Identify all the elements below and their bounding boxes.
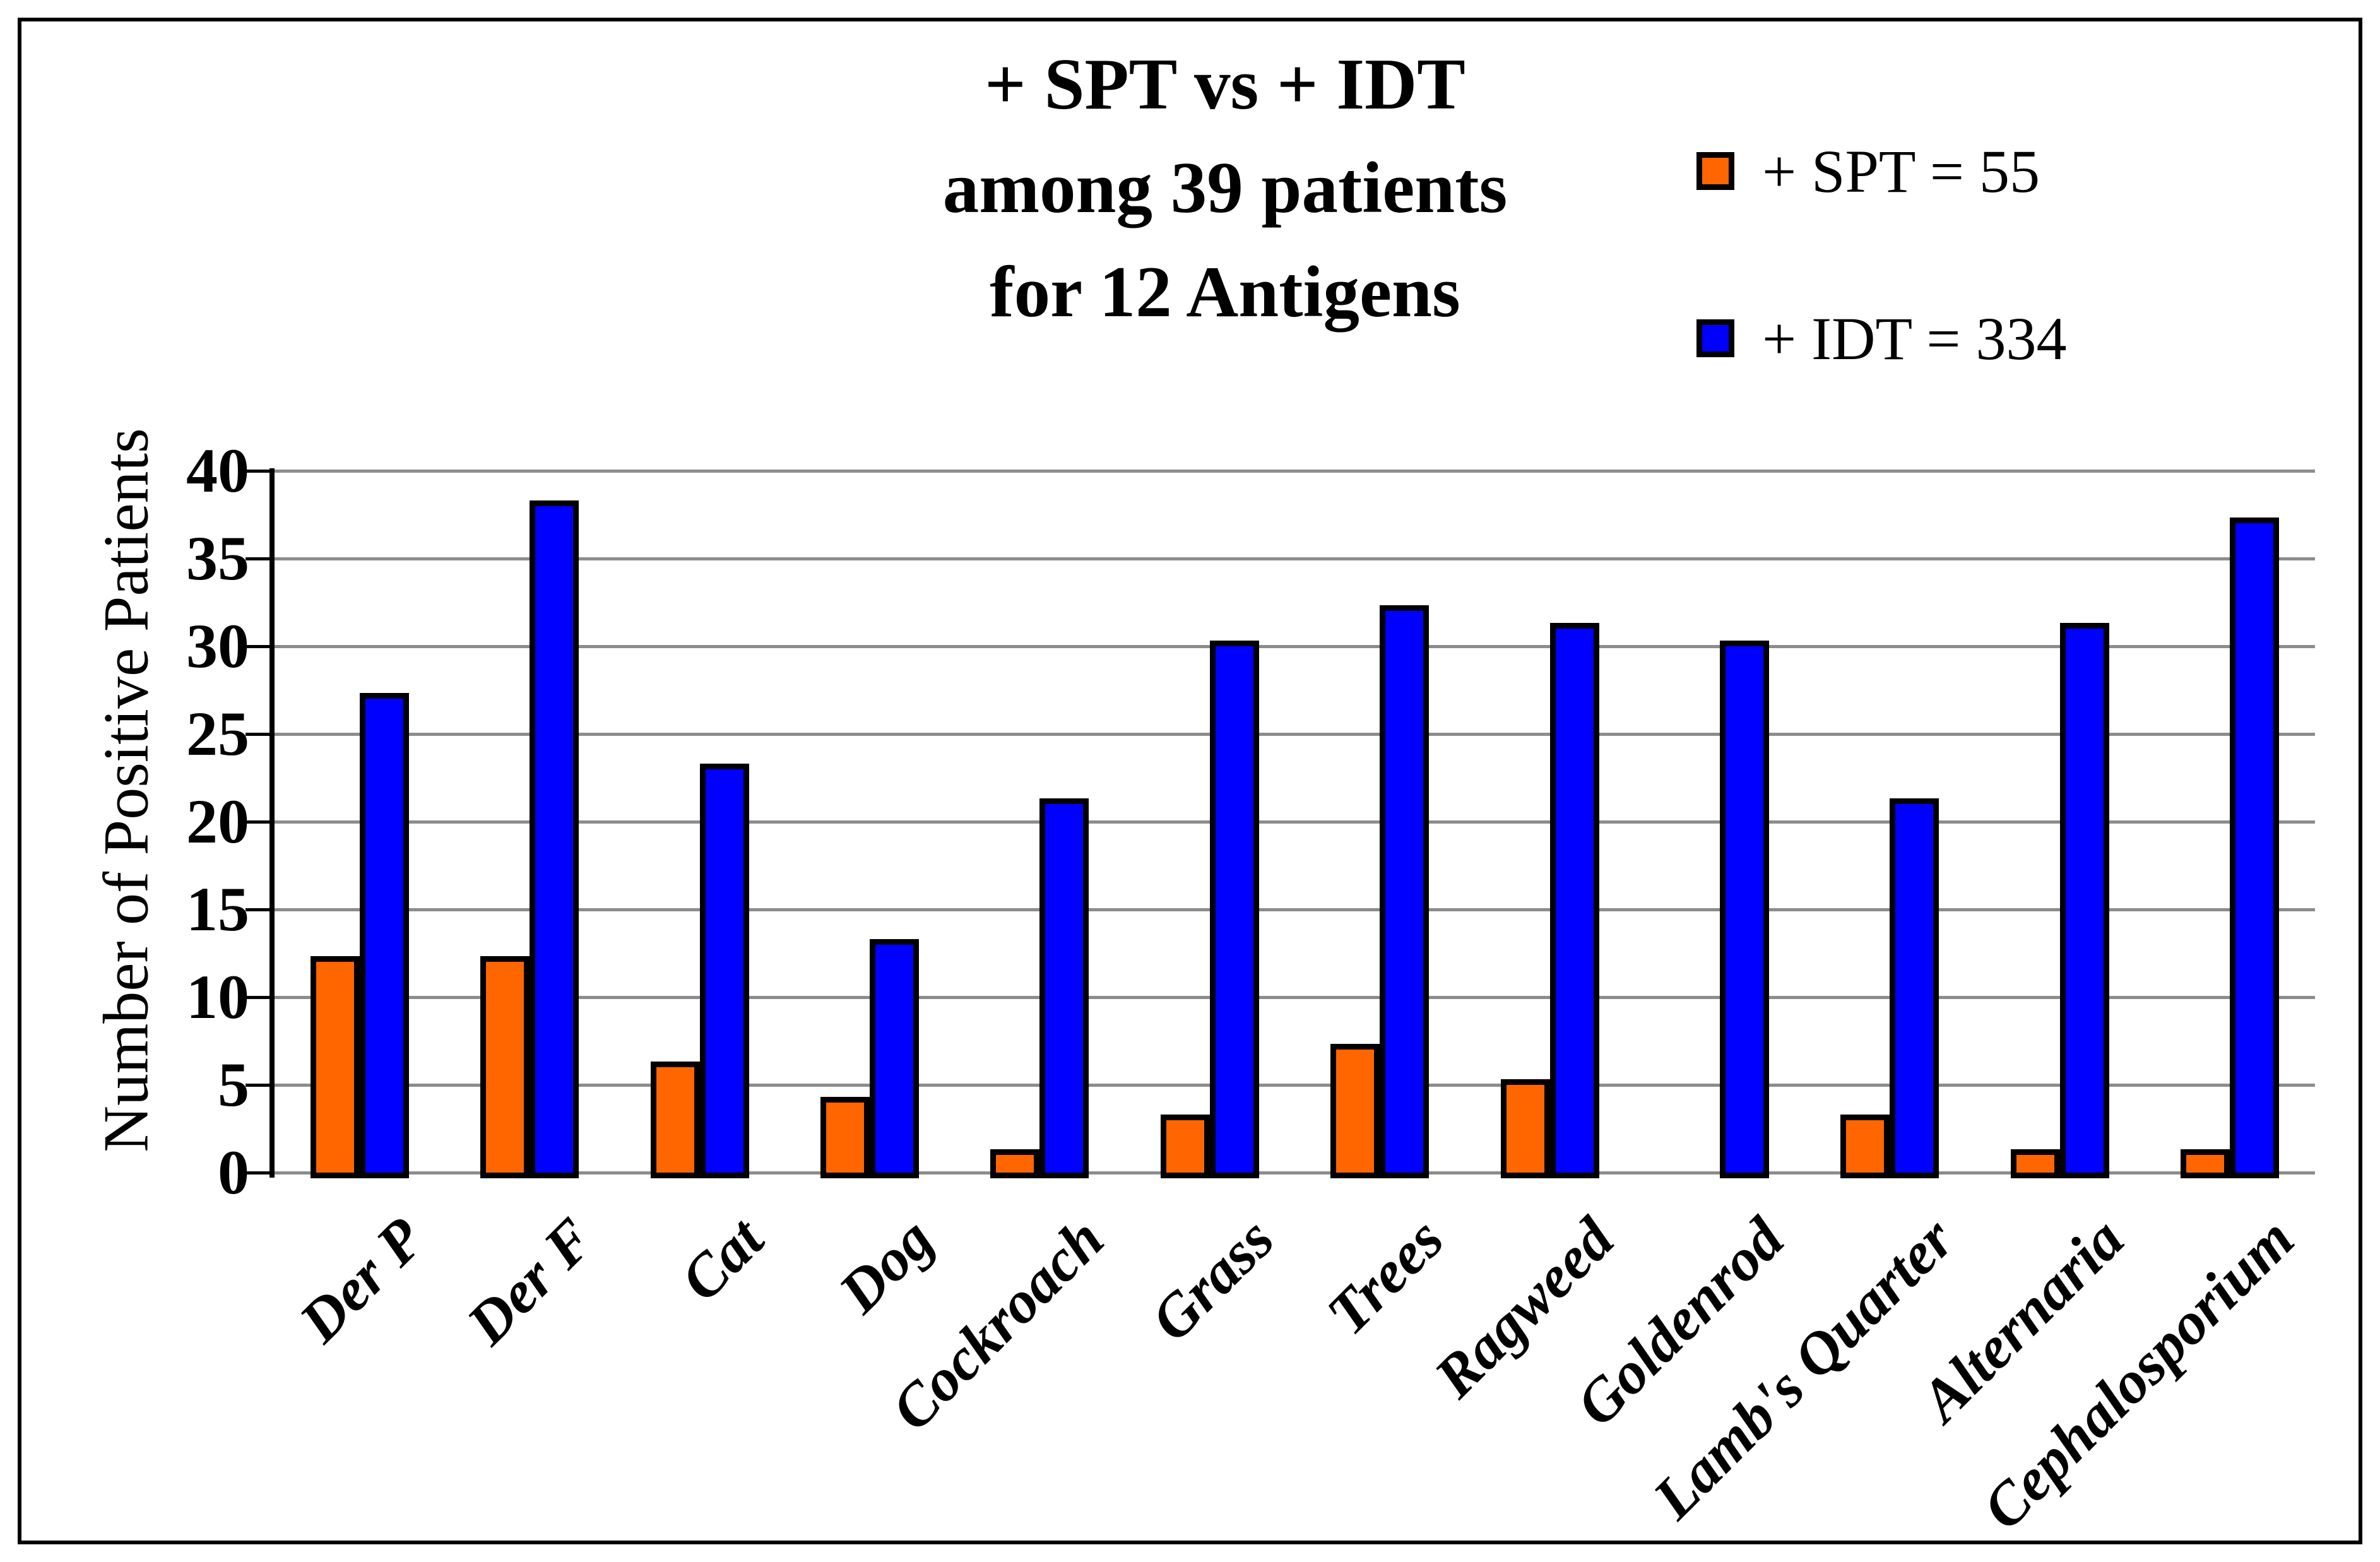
bar-idt-cockroach <box>1039 798 1089 1178</box>
y-tick-label-5: 5 <box>218 1050 249 1120</box>
bar-idt-der-p <box>359 693 409 1178</box>
y-axis-tick-40 <box>246 470 269 473</box>
bar-idt-ragweed <box>1549 623 1599 1178</box>
gridline-15 <box>275 908 2315 911</box>
bar-idt-lamb-s-quarter <box>1890 798 1939 1178</box>
legend-row-idt: + IDT = 334 <box>1696 305 2066 372</box>
y-tick-label-15: 15 <box>186 874 249 944</box>
chart-title-line-3: for 12 Antigens <box>990 251 1460 332</box>
y-tick-label-25: 25 <box>186 699 249 769</box>
bar-spt-dog <box>820 1096 870 1178</box>
bar-spt-lamb-s-quarter <box>1840 1114 1890 1178</box>
gridline-20 <box>275 820 2315 824</box>
gridline-40 <box>275 470 2315 473</box>
legend-label: + IDT = 334 <box>1762 304 2067 372</box>
y-tick-label-35: 35 <box>186 523 249 593</box>
chart-title-line-2: among 39 patients <box>942 148 1508 228</box>
chart-title: + SPT vs + IDT among 39 patients for 12 … <box>752 33 1698 344</box>
bar-idt-der-f <box>530 500 579 1178</box>
legend-row-spt: + SPT = 55 <box>1696 138 2066 205</box>
bar-spt-ragweed <box>1500 1079 1550 1178</box>
y-tick-label-20: 20 <box>186 786 249 856</box>
y-axis-line <box>269 468 275 1178</box>
legend-swatch-icon <box>1696 152 1734 190</box>
bar-idt-cat <box>699 763 749 1178</box>
y-tick-label-30: 30 <box>186 611 249 681</box>
y-axis-tick-30 <box>246 645 269 648</box>
y-tick-label-0: 0 <box>218 1137 249 1207</box>
y-axis-tick-15 <box>246 908 269 911</box>
bar-idt-trees <box>1380 605 1430 1178</box>
chart-title-line-1: + SPT vs + IDT <box>985 44 1465 124</box>
gridline-0 <box>275 1171 2315 1174</box>
y-tick-label-40: 40 <box>186 435 249 506</box>
bar-spt-der-p <box>310 956 360 1178</box>
bar-spt-der-f <box>480 956 530 1178</box>
bar-idt-cephalosporium <box>2230 518 2280 1178</box>
y-tick-label-10: 10 <box>186 962 249 1032</box>
gridline-30 <box>275 645 2315 648</box>
bar-spt-trees <box>1330 1044 1380 1178</box>
y-axis-tick-35 <box>246 557 269 560</box>
bar-spt-alternaria <box>2010 1149 2060 1178</box>
legend-label: + SPT = 55 <box>1762 137 2040 205</box>
chart-border-frame <box>18 18 2362 1544</box>
bar-spt-grass <box>1160 1114 1210 1178</box>
bar-spt-cephalosporium <box>2181 1149 2230 1178</box>
gridline-35 <box>275 557 2315 560</box>
bar-idt-alternaria <box>2059 623 2109 1178</box>
bar-spt-cockroach <box>990 1149 1040 1178</box>
gridline-10 <box>275 996 2315 999</box>
legend-swatch-icon <box>1696 319 1734 357</box>
bar-idt-grass <box>1209 641 1259 1178</box>
bar-spt-cat <box>650 1062 700 1178</box>
plot-area <box>246 468 2315 1178</box>
y-axis-tick-10 <box>246 996 269 999</box>
gridline-5 <box>275 1084 2315 1087</box>
y-axis-tick-5 <box>246 1084 269 1087</box>
bar-idt-dog <box>869 938 919 1178</box>
bar-idt-goldenrod <box>1720 641 1770 1178</box>
gridline-25 <box>275 733 2315 736</box>
y-axis-tick-0 <box>246 1171 269 1174</box>
y-axis-tick-20 <box>246 820 269 824</box>
y-axis-tick-25 <box>246 733 269 736</box>
legend: + SPT = 55 + IDT = 334 <box>1696 138 2066 486</box>
